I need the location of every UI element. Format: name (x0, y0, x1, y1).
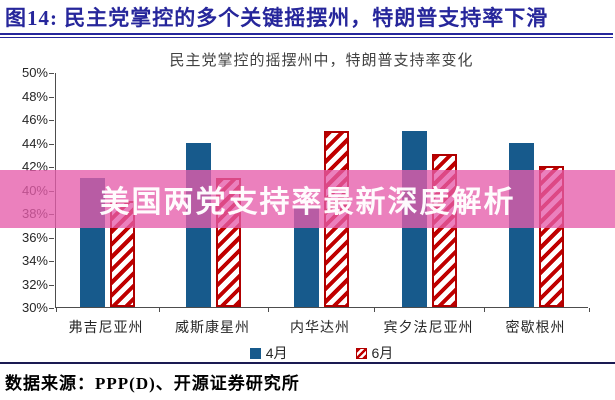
y-tick-label: 50% (21, 65, 48, 80)
y-tick-mark (49, 284, 54, 286)
y-tick-label: 36% (21, 229, 48, 245)
category-label: 内华达州 (290, 319, 350, 335)
x-tick-mark (483, 308, 485, 312)
y-tick-label: 32% (21, 276, 48, 292)
header-rule-thick (0, 33, 613, 35)
legend-item-jun: 6月 (355, 343, 394, 363)
figure-title: 图14: 民主党掌控的多个关键摇摆州，特朗普支持率下滑 (5, 6, 549, 30)
category-label: 威斯康星州 (175, 319, 250, 335)
category-label: 弗吉尼亚州 (68, 319, 144, 335)
footer-rule (0, 362, 615, 364)
chart-title: 民主党掌控的摇摆州中，特朗普支持率变化 (169, 52, 474, 69)
y-tick-label: 48% (21, 88, 48, 104)
y-tick-mark (49, 261, 54, 262)
watermark-text: 美国两党支持率最新深度解析 (99, 186, 516, 219)
y-tick-mark (49, 308, 54, 309)
category-label: 宾夕法尼亚州 (383, 319, 474, 335)
y-tick-mark (49, 167, 54, 168)
y-tick-label: 44% (21, 135, 48, 151)
header-rule-thin (0, 37, 613, 38)
y-tick-label: 30% (21, 300, 48, 315)
legend-label-apr: 4月 (265, 345, 288, 361)
y-tick-label: 34% (21, 253, 48, 268)
watermark-band: 美国两党支持率最新深度解析 (0, 170, 615, 228)
legend-swatch-jun (355, 347, 367, 359)
y-tick-mark (49, 237, 54, 239)
y-tick-mark (49, 143, 54, 145)
legend: 4月 6月 (55, 343, 588, 363)
x-tick-mark (588, 308, 590, 312)
y-tick-mark (49, 73, 54, 74)
legend-swatch-apr (249, 347, 261, 359)
legend-label-jun: 6月 (371, 345, 394, 361)
y-tick-mark (49, 96, 54, 98)
x-tick-mark (158, 308, 160, 312)
category-label: 密歇根州 (505, 319, 566, 335)
source-note: 数据来源：PPP(D)、开源证券研究所 (5, 374, 300, 393)
y-tick-label: 46% (21, 112, 48, 127)
x-tick-mark (373, 308, 375, 312)
legend-item-apr: 4月 (249, 343, 288, 363)
x-tick-mark (267, 308, 269, 312)
y-tick-mark (49, 120, 54, 121)
x-tick-mark (55, 308, 57, 312)
